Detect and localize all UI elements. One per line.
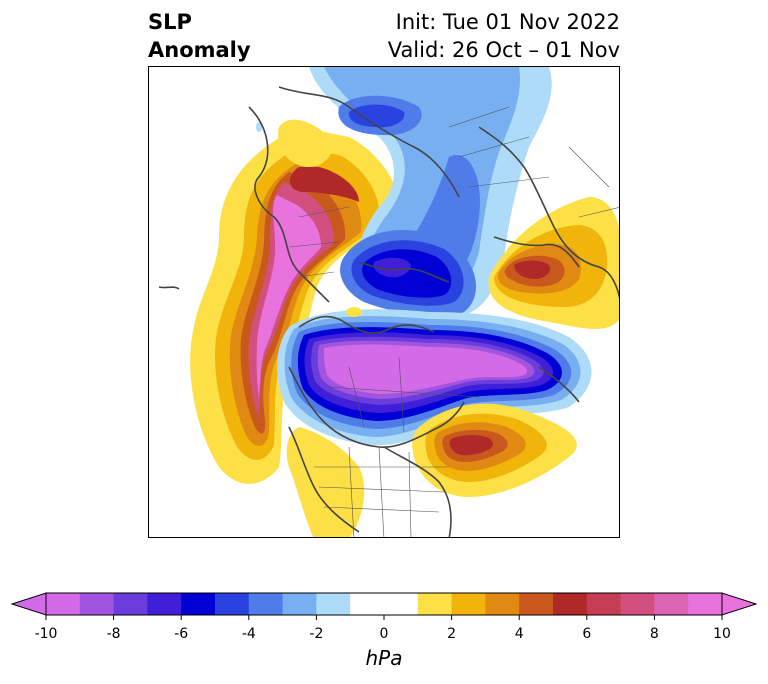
colorbar bbox=[10, 592, 758, 620]
colorbar-units-label: hPa bbox=[365, 646, 403, 670]
colorbar-tick-label: -6 bbox=[174, 626, 189, 642]
anomaly-map bbox=[158, 67, 619, 537]
valid-range-label: Valid: 26 Oct – 01 Nov bbox=[387, 38, 620, 62]
colorbar-bin bbox=[553, 593, 588, 615]
colorbar-tick-label: 8 bbox=[649, 626, 659, 642]
colorbar-bin bbox=[485, 593, 520, 615]
title-line-variable: SLP bbox=[148, 10, 192, 34]
map-panel bbox=[148, 66, 620, 538]
colorbar-max-extension bbox=[721, 592, 758, 616]
scandinavia-positive-anomaly bbox=[488, 197, 619, 329]
init-date-label: Init: Tue 01 Nov 2022 bbox=[395, 10, 620, 34]
colorbar-bin bbox=[519, 593, 554, 615]
colorbar-tick-label: 2 bbox=[447, 626, 457, 642]
colorbar-tick-label: 10 bbox=[713, 626, 731, 642]
arctic-canada-negative-anomaly bbox=[277, 309, 592, 446]
colorbar-bin bbox=[688, 593, 723, 615]
colorbar-bin bbox=[215, 593, 250, 615]
map-date-info: Init: Tue 01 Nov 2022 Valid: 26 Oct – 01… bbox=[388, 8, 620, 64]
colorbar-tick-label: 6 bbox=[582, 626, 592, 642]
colorbar-tick-label: 4 bbox=[514, 626, 524, 642]
colorbar-bin bbox=[316, 593, 351, 615]
colorbar-bin bbox=[181, 593, 216, 615]
atlantic-positive-anomaly bbox=[412, 403, 577, 497]
colorbar-bin bbox=[147, 593, 182, 615]
colorbar-bin bbox=[620, 593, 655, 615]
colorbar-tick-marks bbox=[45, 615, 723, 620]
colorbar-bin bbox=[586, 593, 622, 615]
colorbar-bin bbox=[79, 593, 115, 615]
colorbar-bin bbox=[417, 593, 453, 615]
colorbar-tick-label: -2 bbox=[309, 626, 324, 642]
colorbar-bins bbox=[46, 593, 723, 615]
usa-positive-fringe bbox=[286, 427, 365, 537]
country-borders bbox=[288, 106, 619, 537]
colorbar-bin bbox=[113, 593, 148, 615]
colorbar-tick-label: 0 bbox=[379, 626, 389, 642]
map-title: SLP Anomaly bbox=[148, 8, 251, 64]
barents-negative-anomaly bbox=[340, 230, 476, 317]
siberia-positive-anomaly bbox=[278, 119, 333, 167]
colorbar-bin bbox=[350, 593, 419, 615]
colorbar-bin bbox=[46, 593, 81, 615]
colorbar-bin bbox=[282, 593, 317, 615]
title-line-field: Anomaly bbox=[148, 38, 251, 62]
colorbar-tick-label: -10 bbox=[34, 626, 58, 642]
minor-anomaly-patches bbox=[256, 122, 362, 317]
colorbar-bin bbox=[248, 593, 284, 615]
colorbar-tick-label: -4 bbox=[241, 626, 256, 642]
colorbar-bin bbox=[654, 593, 689, 615]
colorbar-min-extension bbox=[10, 592, 47, 616]
colorbar-tick-label: -8 bbox=[106, 626, 121, 642]
colorbar-bin bbox=[451, 593, 486, 615]
